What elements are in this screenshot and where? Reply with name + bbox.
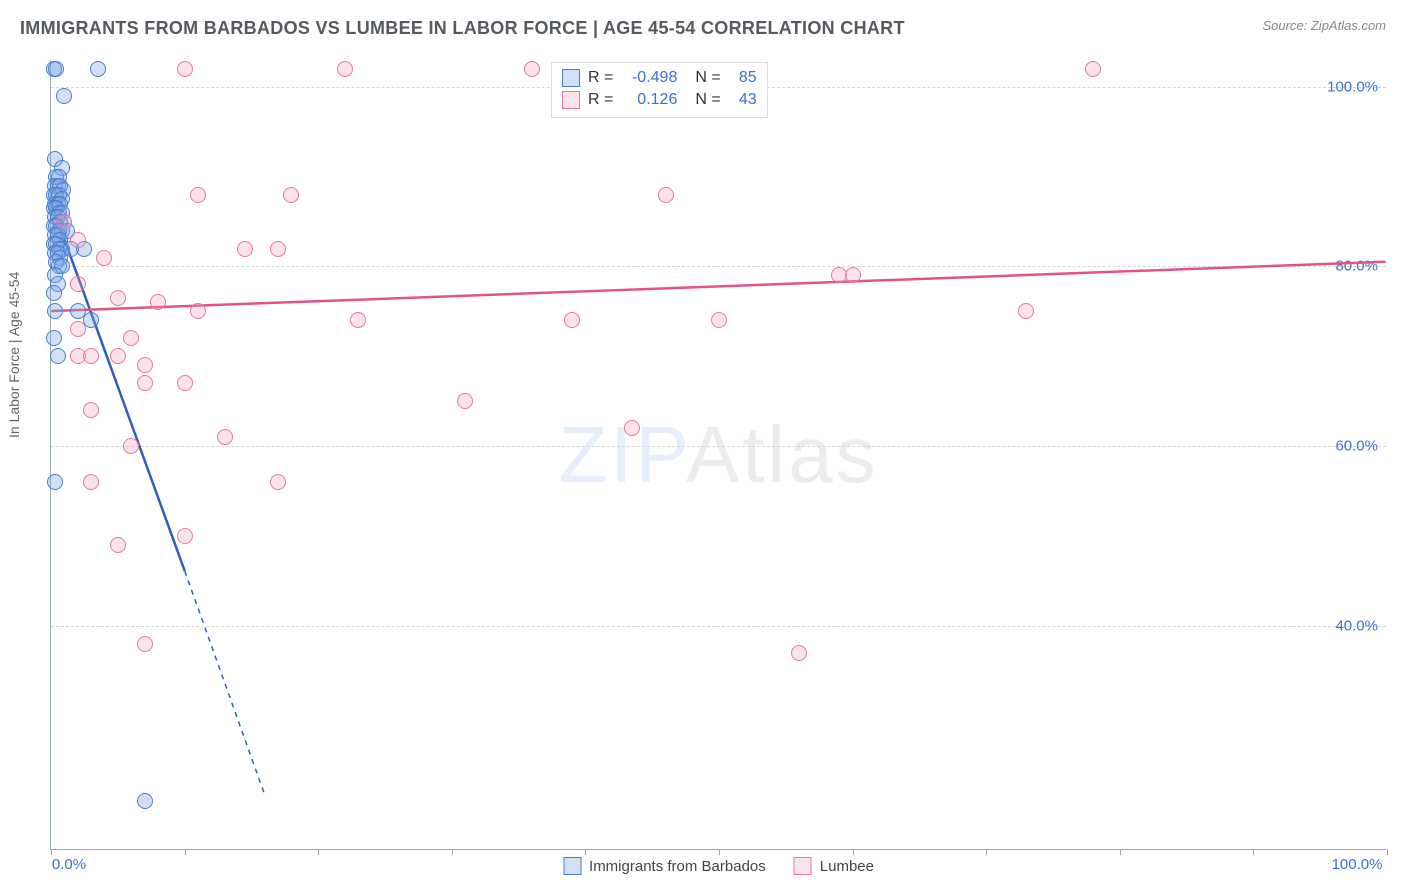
swatch-lumbee-stats	[562, 91, 580, 109]
scatter-point-lumbee	[524, 61, 540, 77]
scatter-point-lumbee	[270, 474, 286, 490]
y-tick-label: 60.0%	[1335, 438, 1378, 455]
swatch-lumbee	[794, 857, 812, 875]
scatter-point-barbados	[90, 61, 106, 77]
scatter-point-barbados	[46, 330, 62, 346]
scatter-point-lumbee	[137, 636, 153, 652]
scatter-point-lumbee	[70, 276, 86, 292]
chart-plot-area: ZIPAtlas 40.0%60.0%80.0%100.0% 0.0%100.0…	[50, 60, 1386, 850]
scatter-point-lumbee	[123, 438, 139, 454]
correlation-stats-box: R = -0.498 N = 85 R = 0.126 N = 43	[551, 62, 768, 118]
x-tick-label: 100.0%	[1332, 856, 1383, 873]
x-tick-mark	[185, 849, 186, 855]
stats-n-label: N =	[695, 91, 720, 109]
source-credit: Source: ZipAtlas.com	[1262, 18, 1386, 33]
stats-row-lumbee: R = 0.126 N = 43	[562, 89, 757, 111]
scatter-point-barbados	[47, 474, 63, 490]
scatter-point-lumbee	[190, 303, 206, 319]
scatter-point-barbados	[47, 303, 63, 319]
stats-n-value: 85	[729, 69, 757, 87]
scatter-point-lumbee	[177, 61, 193, 77]
stats-n-value: 43	[729, 91, 757, 109]
x-tick-mark	[853, 849, 854, 855]
x-tick-mark	[1253, 849, 1254, 855]
y-tick-label: 80.0%	[1335, 258, 1378, 275]
stats-row-barbados: R = -0.498 N = 85	[562, 67, 757, 89]
scatter-point-lumbee	[1018, 303, 1034, 319]
scatter-point-lumbee	[83, 402, 99, 418]
stats-r-label: R =	[588, 91, 613, 109]
scatter-point-lumbee	[270, 241, 286, 257]
scatter-point-lumbee	[190, 187, 206, 203]
stats-r-label: R =	[588, 69, 613, 87]
x-tick-mark	[986, 849, 987, 855]
scatter-point-barbados	[50, 348, 66, 364]
x-tick-mark	[1120, 849, 1121, 855]
scatter-point-lumbee	[70, 321, 86, 337]
scatter-point-lumbee	[177, 375, 193, 391]
scatter-point-lumbee	[123, 330, 139, 346]
legend-item-barbados: Immigrants from Barbados	[563, 857, 766, 875]
gridline	[51, 266, 1386, 267]
scatter-point-lumbee	[350, 312, 366, 328]
scatter-point-lumbee	[337, 61, 353, 77]
stats-n-label: N =	[695, 69, 720, 87]
watermark: ZIPAtlas	[558, 409, 878, 501]
scatter-point-barbados	[48, 61, 64, 77]
x-tick-mark	[719, 849, 720, 855]
scatter-point-barbados	[56, 88, 72, 104]
scatter-point-lumbee	[177, 528, 193, 544]
stats-r-value: -0.498	[621, 69, 677, 87]
regression-lines	[51, 60, 1386, 849]
legend-label-barbados: Immigrants from Barbados	[589, 858, 766, 875]
scatter-point-lumbee	[658, 187, 674, 203]
scatter-point-lumbee	[110, 290, 126, 306]
x-tick-mark	[318, 849, 319, 855]
page-title: IMMIGRANTS FROM BARBADOS VS LUMBEE IN LA…	[20, 18, 905, 39]
x-tick-mark	[51, 849, 52, 855]
scatter-point-lumbee	[137, 357, 153, 373]
y-axis-label: In Labor Force | Age 45-54	[6, 272, 22, 438]
scatter-point-lumbee	[791, 645, 807, 661]
gridline	[51, 446, 1386, 447]
scatter-point-lumbee	[1085, 61, 1101, 77]
scatter-point-barbados	[137, 793, 153, 809]
scatter-point-lumbee	[217, 429, 233, 445]
scatter-point-lumbee	[110, 537, 126, 553]
scatter-point-lumbee	[137, 375, 153, 391]
scatter-point-lumbee	[56, 214, 72, 230]
y-tick-label: 100.0%	[1327, 78, 1378, 95]
x-tick-label: 0.0%	[52, 856, 86, 873]
scatter-point-barbados	[83, 312, 99, 328]
scatter-point-lumbee	[70, 232, 86, 248]
scatter-point-lumbee	[83, 348, 99, 364]
scatter-point-lumbee	[564, 312, 580, 328]
stats-r-value: 0.126	[621, 91, 677, 109]
x-tick-mark	[1387, 849, 1388, 855]
scatter-point-lumbee	[83, 474, 99, 490]
x-tick-mark	[452, 849, 453, 855]
scatter-point-barbados	[46, 285, 62, 301]
x-tick-mark	[585, 849, 586, 855]
scatter-point-lumbee	[457, 393, 473, 409]
y-tick-label: 40.0%	[1335, 617, 1378, 634]
scatter-point-lumbee	[624, 420, 640, 436]
scatter-point-lumbee	[110, 348, 126, 364]
legend: Immigrants from Barbados Lumbee	[563, 857, 874, 875]
legend-label-lumbee: Lumbee	[820, 858, 874, 875]
swatch-barbados	[563, 857, 581, 875]
swatch-barbados-stats	[562, 69, 580, 87]
scatter-point-lumbee	[711, 312, 727, 328]
scatter-point-lumbee	[845, 267, 861, 283]
gridline	[51, 626, 1386, 627]
scatter-point-lumbee	[237, 241, 253, 257]
legend-item-lumbee: Lumbee	[794, 857, 874, 875]
scatter-point-lumbee	[283, 187, 299, 203]
scatter-point-lumbee	[150, 294, 166, 310]
scatter-point-lumbee	[96, 250, 112, 266]
